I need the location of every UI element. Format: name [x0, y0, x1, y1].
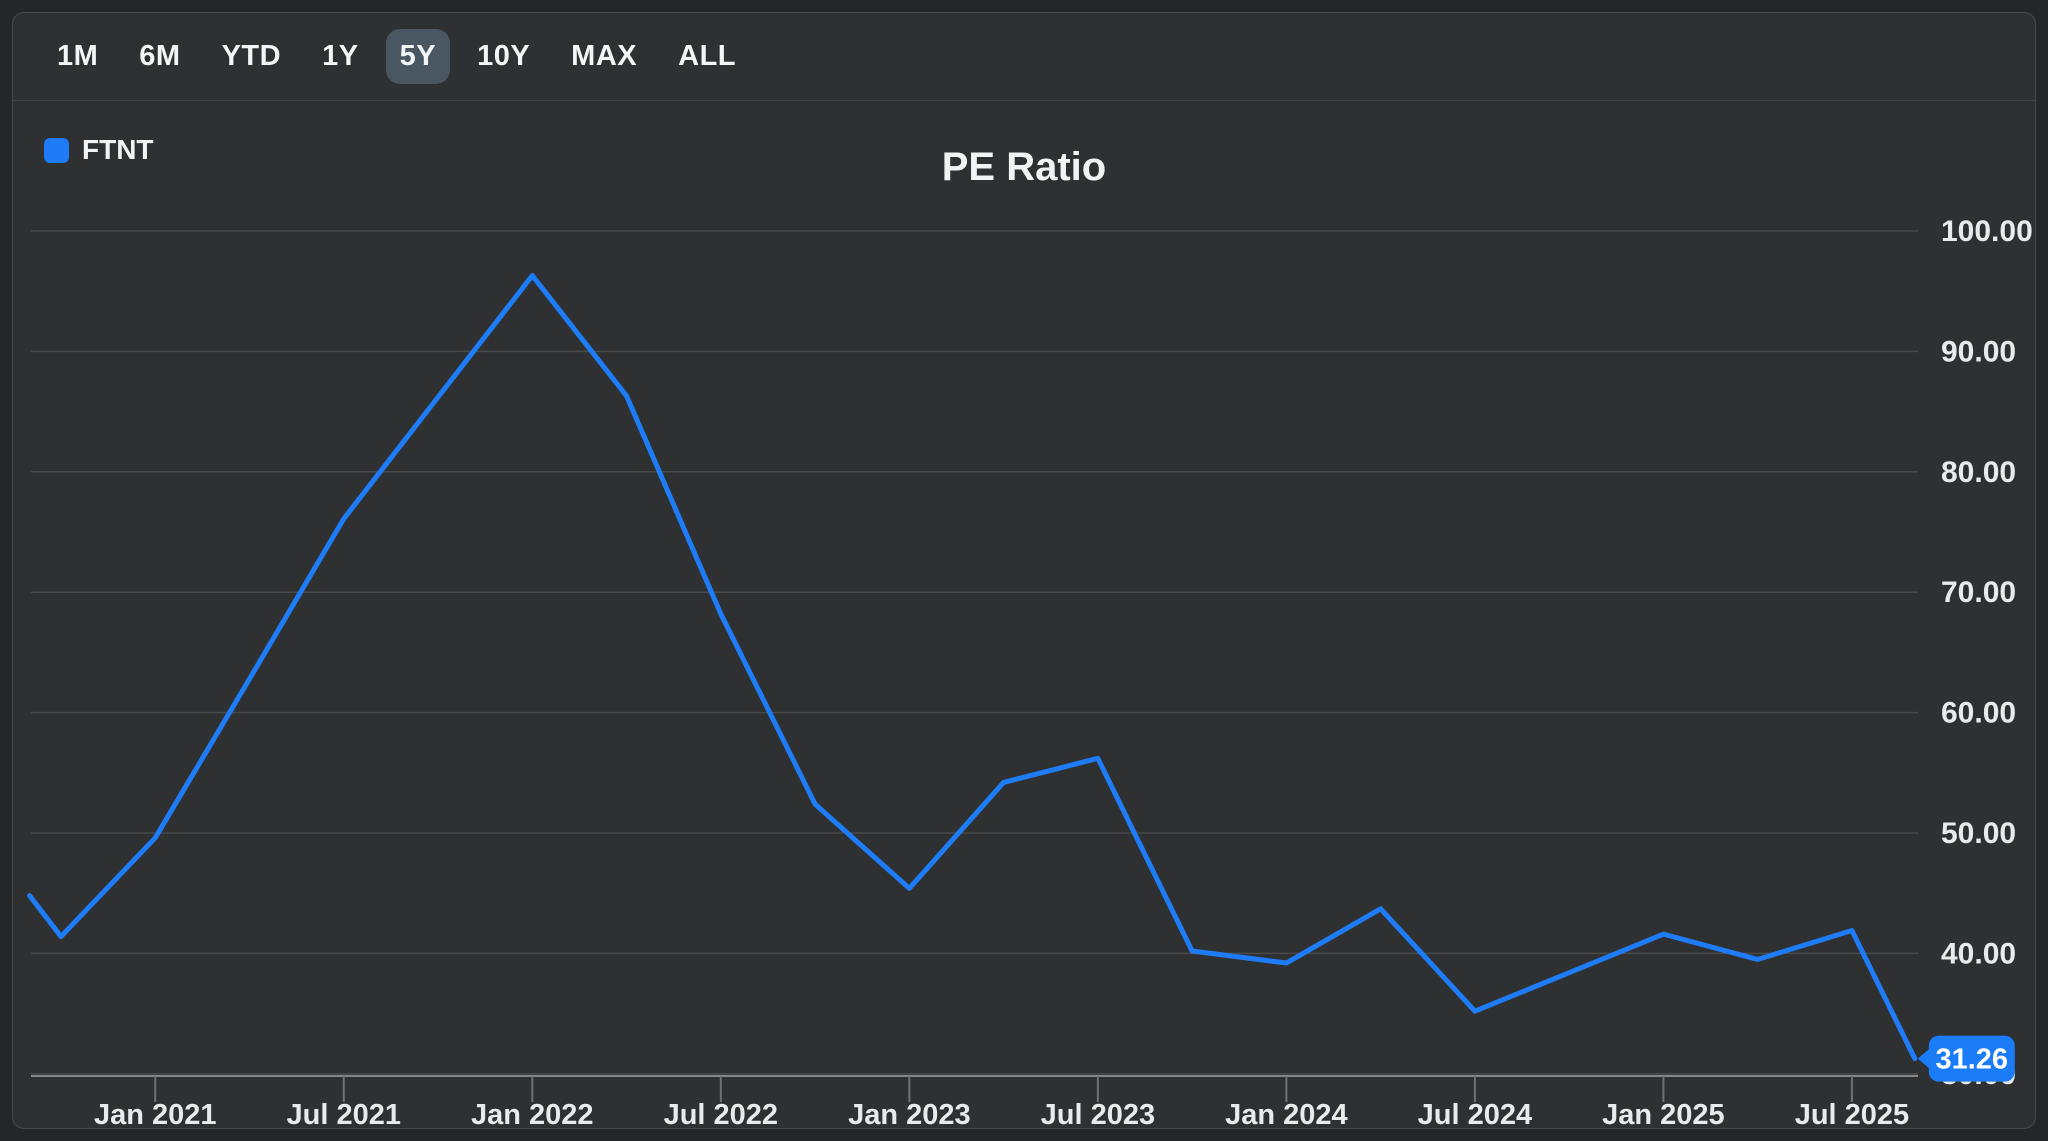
x-axis-label: Jul 2025: [1795, 1099, 1909, 1130]
legend-item[interactable]: FTNT: [44, 134, 154, 166]
y-axis-label: 50.00: [1941, 817, 2016, 850]
legend-label: FTNT: [82, 134, 154, 165]
y-axis-label: 80.00: [1941, 456, 2016, 489]
chart-title: PE Ratio: [941, 145, 1107, 189]
y-axis-label: 60.00: [1941, 697, 2016, 730]
x-axis-label: Jan 2021: [94, 1099, 217, 1130]
x-axis-label: Jul 2023: [1041, 1099, 1155, 1130]
range-button-6m[interactable]: 6M: [139, 40, 181, 72]
range-button-5y[interactable]: 5Y: [385, 29, 451, 84]
x-axis-label: Jul 2024: [1418, 1099, 1532, 1130]
chart-canvas[interactable]: 100.0090.0080.0070.0060.0050.0040.0030.0…: [13, 13, 2037, 1130]
y-axis-label: 100.00: [1941, 215, 2033, 248]
y-axis-label: 90.00: [1941, 335, 2016, 368]
legend-swatch-icon: [44, 137, 69, 163]
range-button-max[interactable]: MAX: [571, 40, 638, 72]
range-button-ytd[interactable]: YTD: [221, 40, 282, 72]
x-axis-label: Jan 2023: [848, 1099, 971, 1130]
x-axis-label: Jan 2025: [1602, 1099, 1725, 1130]
y-axis-label: 70.00: [1941, 576, 2016, 609]
range-toolbar: 1M 6M YTD 1Y 5Y 10Y MAX ALL: [43, 29, 750, 84]
range-button-1y[interactable]: 1Y: [322, 40, 359, 72]
latest-value-label: 31.26: [1935, 1044, 2008, 1076]
series-line-ftnt: [27, 273, 1918, 1062]
latest-value-arrow: [1917, 1047, 1931, 1070]
x-axis-label: Jul 2021: [287, 1099, 401, 1130]
range-button-all[interactable]: ALL: [678, 40, 736, 72]
x-axis-label: Jan 2024: [1225, 1099, 1348, 1130]
x-axis-label: Jul 2022: [664, 1099, 778, 1130]
range-button-10y[interactable]: 10Y: [477, 40, 531, 72]
toolbar-divider: [13, 100, 2035, 101]
y-axis-label: 40.00: [1941, 937, 2016, 970]
chart-card: 1M 6M YTD 1Y 5Y 10Y MAX ALL FTNT PE Ratio 100.0…: [12, 12, 2037, 1130]
range-button-1m[interactable]: 1M: [57, 40, 99, 72]
x-axis-label: Jan 2022: [471, 1099, 594, 1130]
latest-value-tag: [1928, 1035, 2015, 1082]
